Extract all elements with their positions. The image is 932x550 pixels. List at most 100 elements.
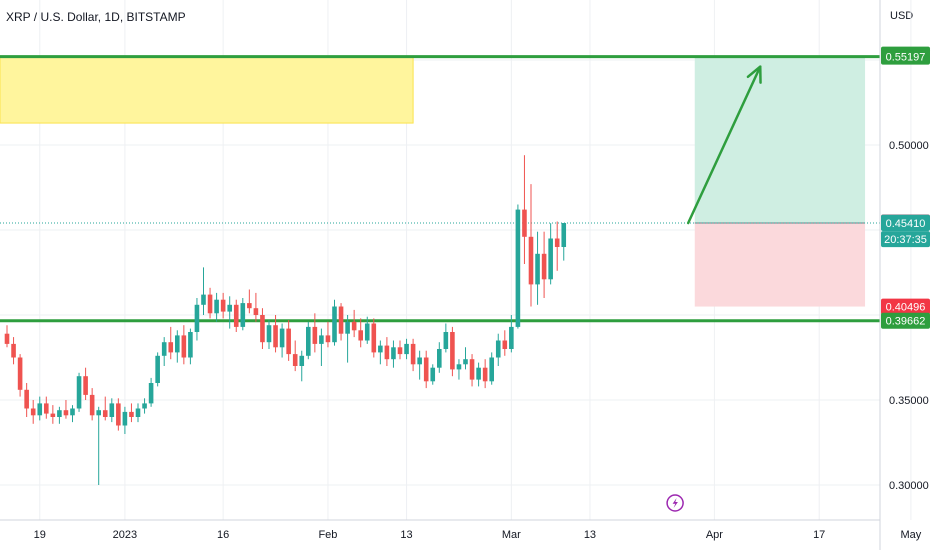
candle-body	[50, 413, 56, 417]
x-tick-label: 17	[813, 529, 825, 541]
price-label: 0.55197	[881, 48, 930, 65]
y-tick-label: 0.35000	[889, 395, 929, 407]
candle-body	[338, 306, 344, 334]
trend-arrow[interactable]	[686, 65, 762, 225]
candle	[37, 396, 43, 421]
candle	[4, 325, 10, 348]
candle-body	[273, 325, 278, 348]
candle	[351, 309, 357, 338]
candle	[541, 231, 547, 298]
x-tick-label: Feb	[318, 529, 337, 541]
candle	[371, 318, 377, 358]
candle	[89, 388, 95, 421]
candle	[175, 330, 180, 363]
candle-body	[417, 357, 422, 365]
target-zone[interactable]	[694, 56, 866, 224]
candle-body	[142, 403, 147, 409]
candle	[502, 330, 508, 356]
price-label: 0.45410	[881, 215, 930, 232]
candle	[279, 323, 285, 358]
candle-body	[279, 328, 285, 348]
candle-body	[495, 340, 501, 358]
candle-body	[286, 328, 291, 355]
candle	[364, 316, 370, 344]
candle-body	[109, 403, 115, 417]
candle	[417, 350, 422, 380]
candle	[44, 396, 49, 419]
price-label-text: 0.39662	[886, 316, 926, 328]
candle	[548, 223, 553, 285]
candle-body	[70, 408, 75, 416]
candle-body	[371, 323, 377, 353]
candle	[260, 308, 265, 349]
candle	[83, 367, 88, 400]
candle-body	[17, 357, 23, 390]
candle-body	[364, 323, 370, 341]
candle-body	[194, 304, 200, 332]
candle-body	[135, 408, 141, 417]
price-label-text: 0.55197	[886, 52, 926, 64]
candle	[240, 298, 246, 331]
candle	[450, 326, 455, 377]
candle-body	[489, 357, 494, 382]
candle	[338, 303, 344, 341]
candle	[129, 403, 134, 423]
price-label-bg	[881, 48, 930, 65]
candles	[4, 155, 567, 485]
candle-body	[240, 303, 246, 327]
candle-body	[201, 294, 206, 305]
price-label: 0.39662	[881, 312, 930, 329]
candle	[515, 204, 521, 329]
candle	[247, 289, 252, 314]
candle-body	[247, 303, 252, 309]
candle-body	[397, 347, 403, 355]
candle-body	[554, 238, 560, 247]
candle-body	[384, 345, 390, 360]
lightning-event-icon[interactable]	[666, 494, 684, 512]
candle-body	[122, 411, 128, 426]
candle-body	[63, 410, 69, 416]
candle-body	[233, 304, 239, 327]
candle-body	[253, 308, 259, 315]
candle	[495, 333, 501, 366]
stop-zone[interactable]	[694, 223, 866, 307]
candle	[430, 364, 436, 385]
arrow-head	[746, 65, 762, 84]
x-tick-label: Apr	[706, 529, 723, 541]
candle-body	[30, 408, 36, 416]
candle	[122, 406, 128, 434]
candle-body	[292, 354, 298, 366]
candle	[469, 354, 475, 387]
candle	[161, 337, 167, 366]
x-tick-label: May	[901, 529, 922, 541]
candle	[266, 320, 272, 349]
candle-body	[535, 253, 540, 285]
candle	[319, 328, 324, 366]
candle-body	[207, 294, 213, 314]
candle	[397, 340, 403, 360]
candle	[437, 342, 442, 373]
yellow-zone[interactable]	[0, 56, 414, 124]
candle	[11, 337, 16, 365]
candle	[306, 321, 311, 360]
candle-body	[522, 209, 527, 237]
x-tick-label: 2023	[113, 529, 137, 541]
candle	[456, 359, 462, 380]
candle	[273, 315, 278, 353]
y-tick-label: 0.30000	[889, 480, 929, 492]
candle-body	[541, 253, 547, 280]
candle-body	[463, 359, 468, 365]
candle-body	[148, 383, 154, 404]
candle-body	[482, 367, 488, 382]
candle-body	[168, 342, 174, 353]
plot-area	[0, 55, 880, 485]
candle-body	[345, 321, 350, 334]
candle	[220, 292, 226, 319]
candle	[233, 299, 239, 332]
candle	[142, 398, 147, 414]
candle-body	[332, 306, 337, 343]
candle-body	[476, 367, 481, 380]
candle	[292, 340, 298, 372]
